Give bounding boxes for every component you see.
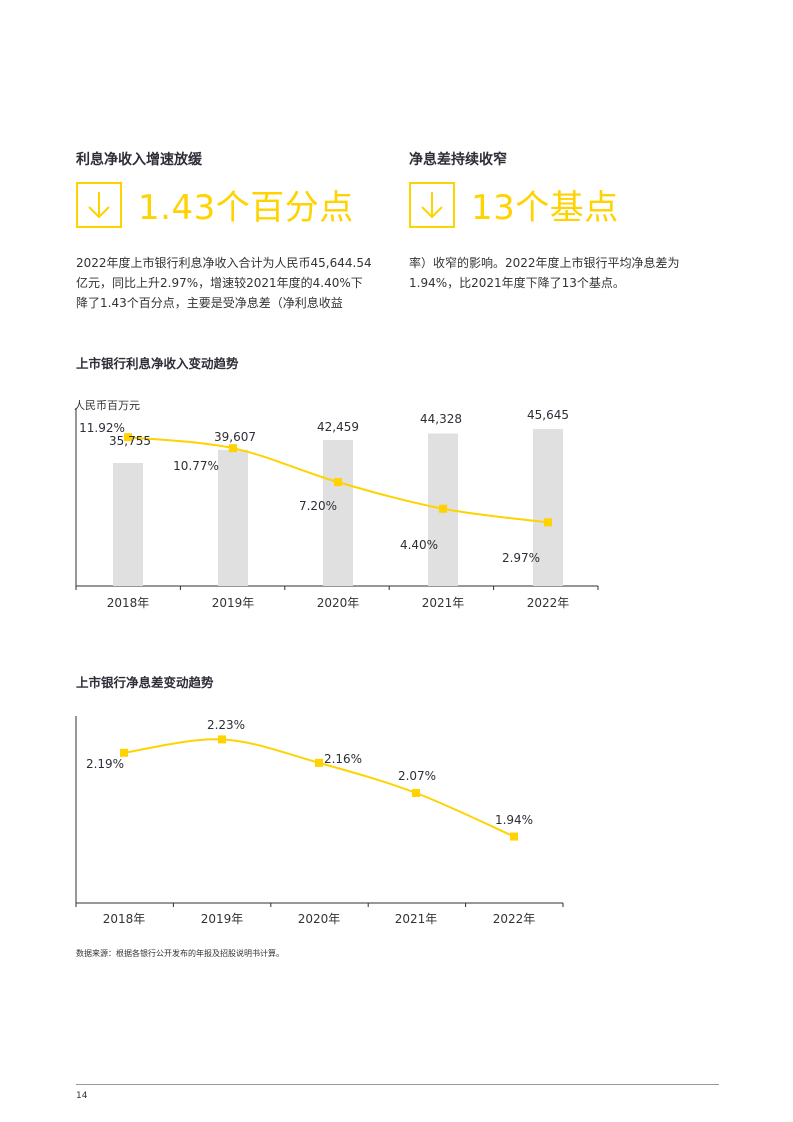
line-point [120,748,128,757]
line-value-label: 2.07% [398,769,436,783]
down-arrow-icon [76,181,122,228]
kpi-net-interest-margin: 13个基点 [409,180,619,229]
paragraph-line: 降了1.43个百分点，主要是受净息差（净利息收益 [76,296,343,310]
line-value-label: 10.77% [173,459,219,473]
line-value-label: 2.97% [502,551,540,565]
paragraph-line: 率）收窄的影响。2022年度上市银行平均净息差为 [409,256,680,270]
line-value-label: 11.92% [79,421,125,435]
line-value-label: 1.94% [495,813,533,827]
line-point [218,735,226,744]
line-point [510,832,518,841]
bar [533,429,563,586]
line-point [229,444,237,453]
line-point [544,518,552,527]
paragraph-right: 率）收窄的影响。2022年度上市银行平均净息差为 1.94%，比2021年度下降… [409,253,680,293]
line-value-label: 2.16% [324,752,362,766]
x-tick-label: 2022年 [493,912,536,926]
line-value-label: 2.19% [86,757,124,771]
bar-value-label: 39,607 [214,430,256,444]
footer-divider [76,1084,719,1085]
line-point [124,433,132,442]
bar-value-label: 45,645 [527,408,569,422]
x-tick-label: 2019年 [201,912,244,926]
chart1-ylabel: 人民币百万元 [74,399,140,412]
nim-series-line [123,738,515,838]
section-heading-net-interest-income: 利息净收入增速放缓 [76,152,202,168]
bar [113,463,143,586]
x-tick-label: 2020年 [317,596,360,610]
x-tick-label: 2022年 [527,596,570,610]
paragraph-line: 亿元，同比上升2.97%，增速较2021年度的4.40%下 [76,276,363,290]
section-heading-net-interest-margin: 净息差持续收窄 [409,152,507,168]
line-value-label: 7.20% [299,499,337,513]
bar-value-label: 35,755 [109,434,151,448]
x-tick-label: 2021年 [422,596,465,610]
line-point [412,789,420,797]
x-tick-label: 2019年 [212,596,255,610]
chart1-title: 上市银行利息净收入变动趋势 [76,356,239,371]
down-arrow-icon [409,181,455,228]
line-point [439,504,447,513]
x-tick-label: 2018年 [107,596,150,610]
kpi-net-interest-income: 1.43个百分点 [76,180,354,229]
paragraph-line: 1.94%，比2021年度下降了13个基点。 [409,276,625,290]
page-number: 14 [76,1091,88,1101]
paragraph-line: 2022年度上市银行利息净收入合计为人民币45,644.54 [76,256,372,270]
line-point [334,478,342,487]
line-value-label: 2.23% [207,718,245,732]
kpi-value: 13个基点 [471,188,619,228]
chart2-title: 上市银行净息差变动趋势 [76,675,214,690]
kpi-value: 1.43个百分点 [138,188,354,228]
chart1-bar-line: 35,755 39,607 42,459 44,328 45,645 11.92% 10.7… [75,408,599,610]
chart2-line: 2.19% 2.23% 2.16% 2.07% 1.94% 2018年 2019年 2020年… [75,716,564,926]
x-tick-label: 2020年 [298,912,341,926]
x-tick-label: 2018年 [103,912,146,926]
bar [323,439,353,586]
paragraph-left: 2022年度上市银行利息净收入合计为人民币45,644.54 亿元，同比上升2.… [76,253,372,313]
x-tick-label: 2021年 [395,912,438,926]
bar [218,449,248,586]
source-note: 数据来源：根据各银行公开发布的年报及招股说明书计算。 [76,949,284,958]
bar-value-label: 42,459 [317,420,359,434]
line-point [315,758,323,767]
line-value-label: 4.40% [400,538,438,552]
bar-value-label: 44,328 [420,412,462,426]
